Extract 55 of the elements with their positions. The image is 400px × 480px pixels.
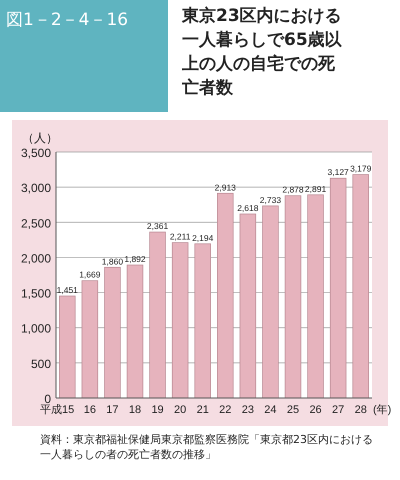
y-tick-label: 2,000 — [20, 251, 52, 266]
y-axis-title: （人） — [22, 131, 58, 145]
data-label: 2,194 — [192, 232, 214, 243]
data-label: 2,618 — [237, 202, 259, 213]
bar — [126, 264, 144, 398]
data-label: 1,451 — [56, 285, 78, 296]
data-label: 2,733 — [260, 194, 282, 205]
y-tick-label: 2,500 — [20, 216, 52, 230]
data-label: 1,892 — [124, 254, 146, 264]
x-axis-title: (年) — [373, 404, 392, 416]
data-label: 2,913 — [214, 182, 236, 192]
x-tick-label: 23 — [242, 404, 254, 416]
x-tick-label: 18 — [128, 404, 142, 416]
bar — [149, 232, 166, 398]
chart-subtitle: 図1－2－4－16 — [0, 0, 168, 112]
x-tick-label: 16 — [84, 404, 96, 416]
bar — [82, 280, 98, 398]
x-tick-label: 20 — [174, 404, 186, 416]
bar — [172, 242, 188, 398]
bar — [284, 195, 302, 398]
data-label: 3,179 — [350, 164, 372, 174]
bar — [59, 296, 76, 398]
bar — [262, 206, 279, 398]
x-tick-label: 21 — [196, 404, 209, 416]
bar — [194, 243, 211, 398]
bar — [217, 192, 234, 398]
y-tick-label: 500 — [30, 356, 52, 371]
y-tick-label: 1,000 — [20, 322, 52, 336]
chart-title: 東京23区内における一人暮らしで65歳以上の人の自宅での死亡者数 — [182, 5, 342, 100]
data-label: 2,361 — [146, 221, 168, 232]
y-tick-label: 0 — [44, 392, 52, 406]
bar — [240, 214, 256, 398]
text: 資料：東京都福祉保健局東京都監察医務院「東京都23区内における一人暮らしの者の死亡者数の推移」 — [40, 432, 374, 462]
data-label: 2,891 — [304, 184, 326, 194]
y-tick-label: 1,500 — [20, 286, 52, 301]
x-tick-label: 24 — [264, 404, 277, 416]
y-tick-label: 3,000 — [20, 181, 52, 196]
x-tick-label: 平成15 — [40, 403, 74, 416]
x-tick-label: 28 — [354, 404, 367, 416]
data-label: 1,669 — [79, 270, 101, 280]
bar — [104, 266, 121, 398]
x-tick-label: 17 — [106, 404, 119, 416]
data-label: 2,211 — [170, 232, 191, 242]
x-tick-label: 27 — [332, 404, 344, 416]
y-tick-label: 3,500 — [20, 146, 52, 160]
x-tick-label: 26 — [309, 404, 322, 416]
x-tick-label: 22 — [219, 404, 232, 416]
bar — [352, 174, 369, 398]
x-tick-label: 25 — [286, 404, 300, 416]
data-label: 3,127 — [328, 167, 350, 178]
data-label: 2,878 — [282, 184, 304, 195]
data-label: 1,860 — [102, 256, 124, 266]
bar — [307, 194, 324, 398]
bar — [330, 178, 346, 398]
x-tick-label: 19 — [151, 404, 164, 416]
